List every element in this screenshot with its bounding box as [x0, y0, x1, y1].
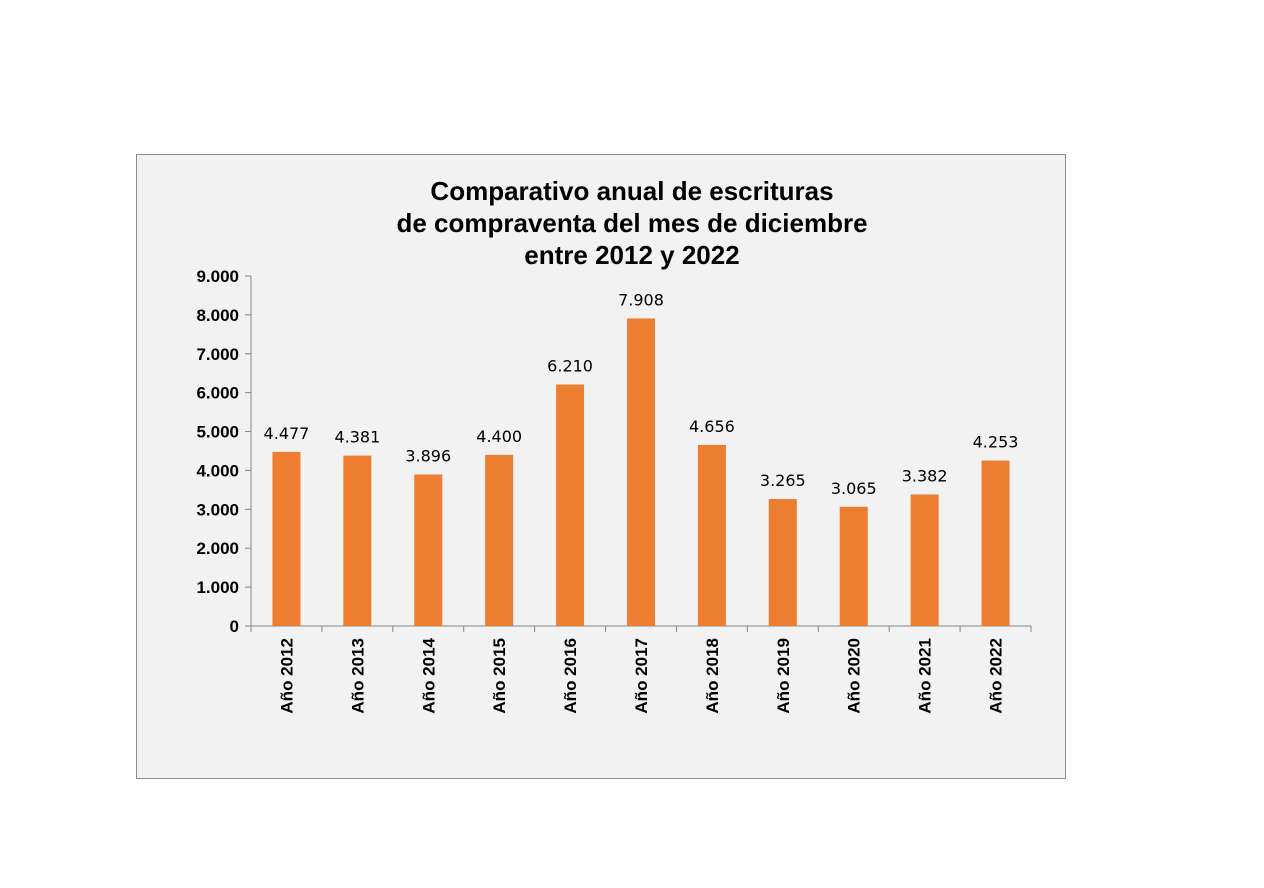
- x-tick-label: Año 2022: [987, 638, 1006, 714]
- data-label: 3.896: [405, 446, 451, 465]
- y-tick-label: 7.000: [196, 345, 239, 364]
- x-tick-label: Año 2013: [348, 638, 367, 714]
- x-tick-label: Año 2015: [490, 638, 509, 714]
- y-tick-label: 0: [230, 617, 239, 636]
- data-label: 3.065: [831, 479, 877, 498]
- chart-title-line-2: de compraventa del mes de diciembre: [396, 208, 868, 238]
- chart-title-line-3: entre 2012 y 2022: [524, 240, 740, 270]
- data-label: 4.253: [973, 433, 1019, 452]
- x-tick-label: Año 2017: [632, 638, 651, 714]
- y-tick-label: 2.000: [196, 539, 239, 558]
- bar-chart: 0 1.000 2.000 3.000 4.000 5.000 6.000 7.000 8.00…: [196, 267, 1032, 714]
- data-label: 4.656: [689, 417, 735, 436]
- x-tick-label: Año 2018: [703, 638, 722, 714]
- x-tick-label: Año 2016: [561, 638, 580, 714]
- data-label: 3.265: [760, 471, 806, 490]
- bar: [556, 384, 585, 626]
- y-tick-label: 3.000: [196, 500, 239, 519]
- data-label: 7.908: [618, 290, 664, 309]
- data-label: 6.210: [547, 357, 593, 376]
- x-tick-label: Año 2012: [277, 638, 296, 714]
- y-tick-label: 9.000: [196, 267, 239, 286]
- y-tick-label: 4.000: [196, 461, 239, 480]
- y-tick-label: 8.000: [196, 306, 239, 325]
- bar: [627, 318, 655, 626]
- bar: [768, 499, 797, 626]
- bar: [414, 474, 443, 626]
- bar: [839, 506, 868, 626]
- x-tick-label: Año 2021: [916, 638, 935, 714]
- chart-title-line-1: Comparativo anual de escrituras: [430, 176, 834, 206]
- x-tick-label: Año 2020: [845, 638, 864, 714]
- chart-frame: Comparativo anual de escrituras de compr…: [136, 154, 1066, 779]
- bar: [272, 451, 301, 626]
- data-label: 4.400: [476, 427, 522, 446]
- y-tick-label: 1.000: [196, 578, 239, 597]
- y-tick-label: 5.000: [196, 423, 239, 442]
- y-tick-label: 6.000: [196, 384, 239, 403]
- bar: [981, 460, 1010, 626]
- chart-title: Comparativo anual de escrituras de compr…: [137, 175, 1127, 271]
- x-tick-label: Año 2019: [774, 638, 793, 714]
- bar: [485, 454, 514, 626]
- bar: [910, 494, 939, 626]
- x-tick-label: Año 2014: [419, 637, 438, 713]
- bar: [697, 444, 726, 626]
- data-label: 3.382: [902, 466, 948, 485]
- data-label: 4.381: [334, 428, 380, 447]
- data-label: 4.477: [264, 424, 310, 443]
- bar: [343, 455, 372, 626]
